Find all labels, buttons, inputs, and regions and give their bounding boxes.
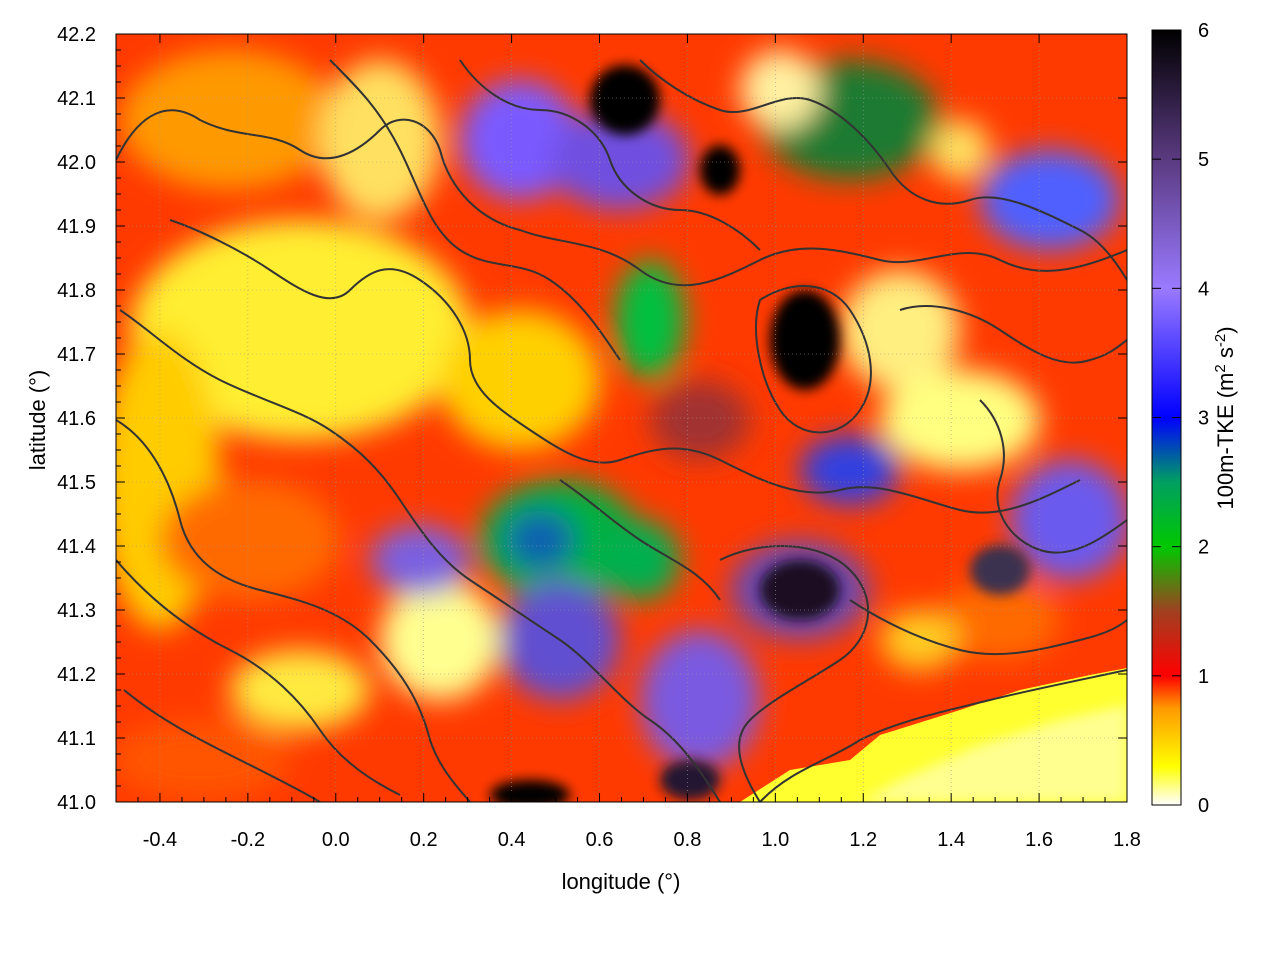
heatmap-field: [116, 34, 1127, 802]
colorbar-label-sup2: -2: [1212, 334, 1229, 347]
x-tick-label: 1.6: [1025, 829, 1053, 851]
y-tick-label: 41.1: [57, 728, 96, 750]
x-tick-label: -0.2: [231, 829, 265, 851]
colorbar-tick-label: 3: [1198, 408, 1209, 430]
y-axis: 41.0 41.1 41.2 41.3 41.4 41.5 41.6 41.7 41.8 41.9…: [57, 24, 1127, 814]
colorbar-ticks: 0 1 2 3 4 5 6: [1152, 20, 1209, 817]
x-tick-label: 0.0: [322, 829, 350, 851]
x-tick-label: 1.0: [761, 829, 789, 851]
colorbar-tick-label: 1: [1198, 666, 1209, 688]
colorbar-label-sup1: 2: [1212, 364, 1229, 372]
colorbar-label: 100m-TKE (m2 s-2): [1212, 326, 1238, 509]
y-tick-label: 41.7: [57, 344, 96, 366]
y-tick-label: 41.6: [57, 408, 96, 430]
x-tick-label: 1.2: [849, 829, 877, 851]
x-tick-label: 0.4: [498, 829, 526, 851]
terrain-contours: [116, 59, 1127, 802]
x-tick-label: 1.8: [1113, 829, 1141, 851]
x-axis-label: longitude (°): [562, 869, 681, 894]
y-tick-label: 41.3: [57, 600, 96, 622]
colorbar-label-main: 100m-TKE (m: [1213, 373, 1238, 510]
x-tick-label: 0.2: [410, 829, 438, 851]
y-axis-label: latitude (°): [25, 370, 50, 471]
colorbar-tick-label: 6: [1198, 20, 1209, 42]
x-tick-label: 0.8: [674, 829, 702, 851]
y-tick-label: 41.0: [57, 792, 96, 814]
y-tick-label: 41.8: [57, 280, 96, 302]
x-tick-label: 0.6: [586, 829, 614, 851]
y-tick-label: 42.1: [57, 88, 96, 110]
colorbar-tick-label: 4: [1198, 278, 1209, 300]
y-tick-label: 41.2: [57, 664, 96, 686]
y-tick-label: 42.0: [57, 152, 96, 174]
colorbar-label-mid: s: [1213, 347, 1238, 364]
colorbar-label-end: ): [1213, 326, 1238, 333]
y-tick-label: 41.5: [57, 472, 96, 494]
grid-lines: [116, 34, 1127, 802]
y-tick-label: 41.9: [57, 216, 96, 238]
y-tick-label: 42.2: [57, 24, 96, 46]
y-tick-label: 41.4: [57, 536, 96, 558]
colorbar-tick-label: 2: [1198, 537, 1209, 559]
colorbar-tick-label: 5: [1198, 149, 1209, 171]
x-axis: -0.4 -0.2 0.0 0.2 0.4 0.6 0.8 1.0 1.2 1.4 1.6 1.8: [137, 34, 1141, 851]
x-tick-label: 1.4: [937, 829, 965, 851]
colorbar-tick-label: 0: [1198, 795, 1209, 817]
x-tick-label: -0.4: [143, 829, 177, 851]
